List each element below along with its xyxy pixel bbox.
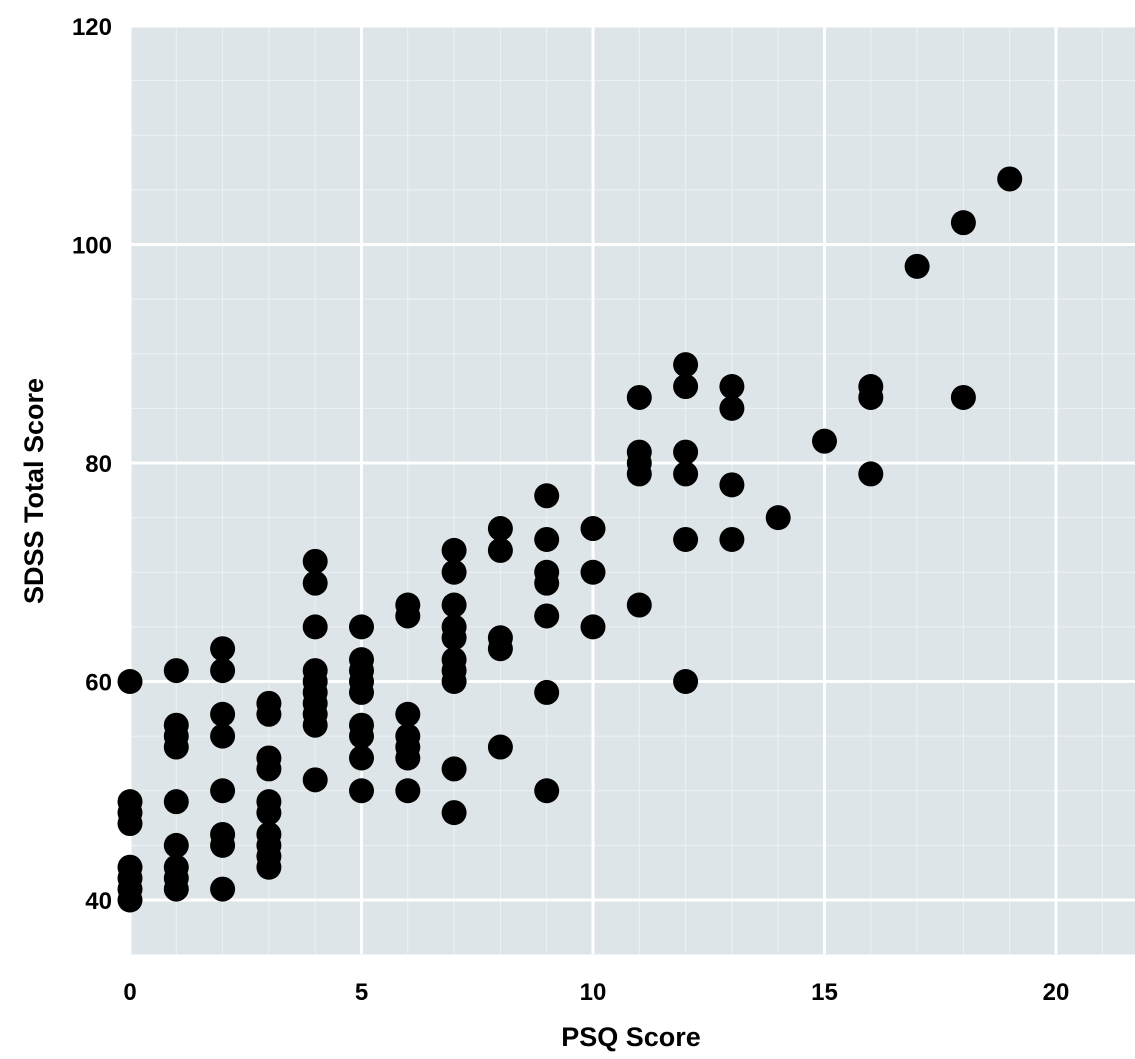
data-point bbox=[719, 374, 745, 400]
data-point bbox=[673, 526, 699, 552]
data-point bbox=[395, 603, 421, 629]
data-point bbox=[580, 516, 606, 542]
data-point bbox=[210, 723, 236, 749]
data-point bbox=[210, 701, 236, 727]
data-point bbox=[117, 887, 143, 913]
x-tick-label: 15 bbox=[811, 979, 838, 1006]
y-axis-tick-labels: 40 60 80 100 120 bbox=[72, 14, 112, 915]
data-point bbox=[626, 461, 652, 487]
data-point bbox=[580, 614, 606, 640]
data-point bbox=[163, 876, 189, 902]
data-point bbox=[395, 745, 421, 771]
data-point bbox=[719, 526, 745, 552]
x-tick-label: 5 bbox=[355, 979, 368, 1006]
data-point bbox=[441, 800, 467, 826]
data-point bbox=[673, 439, 699, 465]
data-point bbox=[441, 537, 467, 563]
y-tick-label: 80 bbox=[85, 451, 112, 478]
data-point bbox=[302, 614, 328, 640]
data-point bbox=[210, 658, 236, 684]
data-point bbox=[117, 811, 143, 837]
data-point bbox=[256, 800, 282, 826]
data-point bbox=[163, 734, 189, 760]
data-point bbox=[950, 210, 976, 236]
data-point bbox=[904, 253, 930, 279]
data-point bbox=[349, 778, 374, 804]
data-point bbox=[673, 352, 699, 378]
data-point bbox=[441, 625, 467, 651]
data-point bbox=[673, 461, 699, 487]
data-point bbox=[349, 679, 374, 705]
data-point bbox=[163, 789, 189, 815]
x-axis-title: PSQ Score bbox=[561, 1022, 701, 1052]
data-point bbox=[719, 472, 745, 498]
y-axis-title: SDSS Total Score bbox=[19, 378, 49, 604]
data-point bbox=[719, 395, 745, 421]
data-point bbox=[302, 548, 328, 574]
data-point bbox=[534, 526, 560, 552]
data-point bbox=[534, 483, 560, 509]
data-points bbox=[117, 166, 1023, 913]
y-tick-label: 60 bbox=[85, 670, 112, 697]
data-point bbox=[441, 559, 467, 585]
data-point bbox=[626, 384, 652, 410]
data-point bbox=[487, 734, 513, 760]
data-point bbox=[349, 745, 374, 771]
x-tick-label: 0 bbox=[123, 979, 136, 1006]
data-point bbox=[441, 669, 467, 694]
data-point bbox=[117, 669, 143, 694]
y-tick-label: 40 bbox=[85, 888, 112, 915]
data-point bbox=[441, 756, 467, 782]
data-point bbox=[302, 712, 328, 738]
data-point bbox=[534, 570, 560, 596]
data-point bbox=[534, 679, 560, 705]
data-point bbox=[163, 832, 189, 858]
data-point bbox=[210, 832, 236, 858]
plot-panel bbox=[130, 27, 1135, 954]
data-point bbox=[673, 374, 699, 400]
data-point bbox=[626, 592, 652, 618]
data-point bbox=[395, 701, 421, 727]
data-point bbox=[487, 537, 513, 563]
x-tick-label: 20 bbox=[1043, 979, 1070, 1006]
data-point bbox=[163, 658, 189, 684]
x-tick-label: 10 bbox=[580, 979, 607, 1006]
data-point bbox=[256, 756, 282, 782]
data-point bbox=[395, 778, 421, 804]
data-point bbox=[210, 636, 236, 662]
data-point bbox=[997, 166, 1023, 192]
data-point bbox=[673, 669, 699, 694]
data-point bbox=[210, 876, 236, 902]
y-tick-label: 120 bbox=[72, 14, 112, 41]
x-axis-tick-labels: 0 5 10 15 20 bbox=[123, 979, 1069, 1006]
data-point bbox=[812, 428, 837, 454]
data-point bbox=[858, 461, 884, 487]
data-point bbox=[534, 778, 560, 804]
data-point bbox=[349, 614, 374, 640]
y-tick-label: 100 bbox=[72, 233, 112, 260]
data-point bbox=[210, 778, 236, 804]
data-point bbox=[256, 701, 282, 727]
data-point bbox=[302, 767, 328, 793]
data-point bbox=[256, 854, 282, 880]
data-point bbox=[858, 384, 884, 410]
data-point bbox=[487, 636, 513, 662]
data-point bbox=[302, 570, 328, 596]
data-point bbox=[441, 592, 467, 618]
data-point bbox=[534, 603, 560, 629]
data-point bbox=[950, 384, 976, 410]
data-point bbox=[580, 559, 606, 585]
data-point bbox=[349, 723, 374, 749]
data-point bbox=[487, 516, 513, 542]
data-point bbox=[765, 505, 791, 531]
